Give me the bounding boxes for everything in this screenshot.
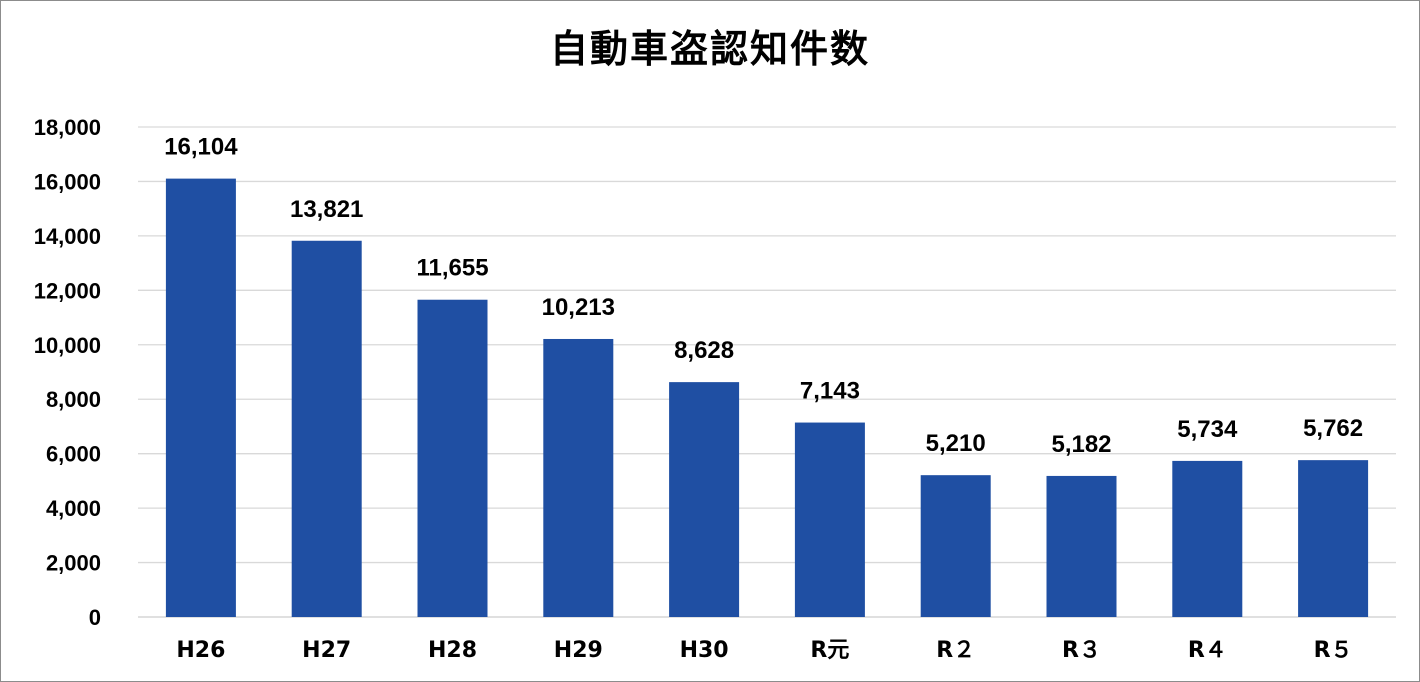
category-label: H29 <box>554 638 603 663</box>
bar-H28 <box>417 299 488 617</box>
data-label: 8,628 <box>674 337 734 364</box>
category-label: R２ <box>936 638 975 663</box>
category-label: H27 <box>302 638 351 663</box>
bar-H29 <box>543 338 614 617</box>
data-label: 10,213 <box>542 294 615 321</box>
category-label: R４ <box>1188 638 1227 663</box>
bar-R2 <box>920 475 991 617</box>
category-label: H26 <box>176 638 225 663</box>
bar-R元 <box>794 422 865 617</box>
category-label: R３ <box>1062 638 1101 663</box>
data-label: 16,104 <box>164 134 238 161</box>
bar-H30 <box>669 382 740 617</box>
data-label: 5,734 <box>1177 416 1238 443</box>
x-axis-category-labels: H26 H27 H28 H29 H30 R元 R２ R３ R４ R５ <box>176 638 1352 663</box>
bar-R3 <box>1046 475 1117 617</box>
bars <box>165 178 1369 618</box>
bar-R5 <box>1298 460 1369 617</box>
y-tick-label: 2,000 <box>46 551 101 576</box>
data-label: 5,182 <box>1051 431 1111 458</box>
y-tick-label: 16,000 <box>34 169 101 194</box>
y-tick-label: 14,000 <box>34 224 101 249</box>
category-label: H30 <box>680 638 729 663</box>
category-label: H28 <box>428 638 477 663</box>
y-axis-tick-labels: 0 2,000 4,000 6,000 8,000 10,000 12,000 14,000 1… <box>34 115 101 630</box>
bar-H27 <box>291 240 362 618</box>
data-labels: 16,104 13,821 11,655 10,213 8,628 7,143 5,210 5… <box>164 134 1363 458</box>
data-label: 5,210 <box>926 430 986 457</box>
y-tick-label: 18,000 <box>34 115 101 140</box>
y-tick-label: 8,000 <box>46 387 101 412</box>
data-label: 7,143 <box>800 378 860 405</box>
y-tick-label: 10,000 <box>34 333 101 358</box>
category-label: R元 <box>810 638 849 663</box>
y-tick-label: 12,000 <box>34 278 101 303</box>
y-tick-label: 4,000 <box>46 496 101 521</box>
y-tick-label: 0 <box>89 605 101 630</box>
bar-H26 <box>165 178 236 617</box>
y-tick-label: 6,000 <box>46 442 101 467</box>
data-label: 11,655 <box>416 255 488 282</box>
category-label: R５ <box>1314 638 1353 663</box>
data-label: 5,762 <box>1303 415 1363 442</box>
bar-R4 <box>1172 460 1243 617</box>
chart-title: 自動車盗認知件数 <box>549 27 870 71</box>
data-label: 13,821 <box>290 196 363 223</box>
